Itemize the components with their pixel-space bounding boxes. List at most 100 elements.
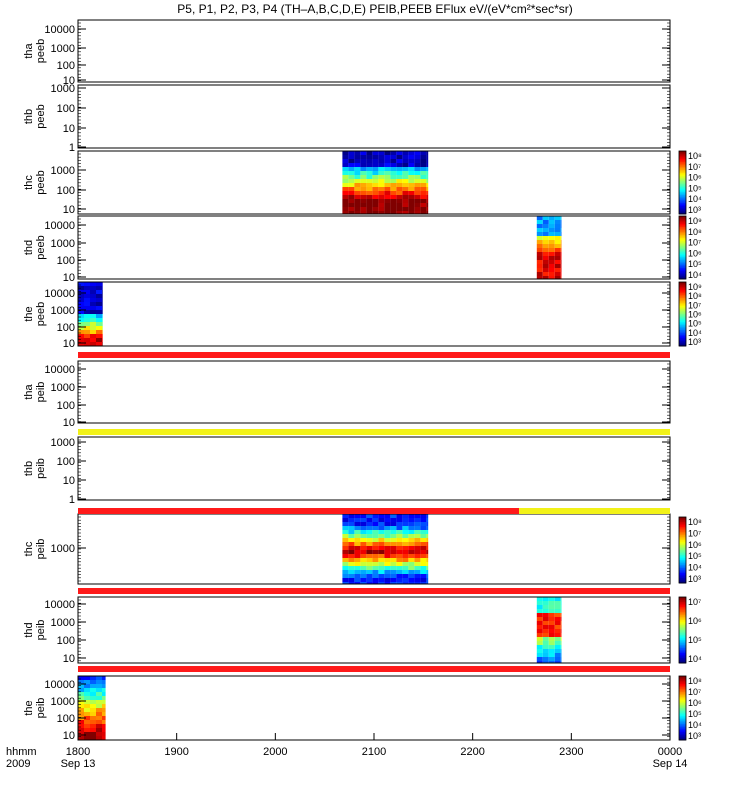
spectrogram-cell bbox=[102, 736, 106, 740]
spectrogram-cell bbox=[354, 191, 361, 195]
spectrogram-cell bbox=[84, 728, 90, 732]
spectrogram-cell bbox=[536, 637, 543, 641]
spectrogram-cell bbox=[420, 522, 427, 526]
colorbar-swatch bbox=[679, 628, 686, 631]
spectrogram-cell bbox=[342, 159, 349, 163]
spectrogram-cell bbox=[384, 558, 391, 562]
spectrogram-cell bbox=[402, 578, 409, 582]
spectrogram-cell bbox=[548, 252, 555, 256]
spectrogram-cell bbox=[102, 732, 106, 736]
spectrogram-cell bbox=[378, 163, 385, 167]
y-tick-label: 100 bbox=[57, 400, 75, 412]
colorbar-swatch bbox=[679, 266, 686, 269]
spectrogram-cell bbox=[542, 248, 549, 252]
spectrogram-cell bbox=[414, 514, 421, 518]
spectrogram-cell bbox=[402, 522, 409, 526]
colorbar-swatch bbox=[679, 260, 686, 263]
spectrogram-cell bbox=[560, 613, 562, 617]
spectrogram-cell bbox=[342, 191, 349, 195]
spectrogram-cell bbox=[78, 692, 84, 696]
spectrogram-cell bbox=[408, 522, 415, 526]
spectrogram-cell bbox=[360, 518, 367, 522]
spectrogram-cell bbox=[560, 653, 562, 657]
colorbar-swatch bbox=[679, 238, 686, 241]
colorbar-swatch bbox=[679, 302, 686, 305]
y-tick-label: 10 bbox=[63, 475, 75, 487]
colorbar-swatch bbox=[679, 244, 686, 247]
spectrogram-cell bbox=[542, 240, 549, 244]
colorbar-tick-label: 10⁹ bbox=[688, 282, 702, 292]
spectrogram-cell bbox=[372, 578, 379, 582]
spectrogram-cell bbox=[84, 712, 90, 716]
y-tick-label: 100 bbox=[57, 456, 75, 468]
spectrogram-cell bbox=[396, 554, 403, 558]
spectrogram-cell bbox=[402, 570, 409, 574]
colorbar-swatch bbox=[679, 299, 686, 302]
spectrogram-cell bbox=[390, 155, 397, 159]
spectrogram-cell bbox=[554, 653, 561, 657]
spectrogram-cell bbox=[408, 542, 415, 546]
spectrogram-cell bbox=[548, 637, 555, 641]
spectrogram-cell bbox=[408, 546, 415, 550]
spectrogram-cell bbox=[396, 530, 403, 534]
spectrogram-cell bbox=[348, 159, 355, 163]
colorbar-tick-label: 10⁴ bbox=[688, 654, 702, 664]
spectrogram-cell bbox=[408, 171, 415, 175]
spectrogram-cell bbox=[420, 151, 427, 155]
colorbar-swatch bbox=[679, 704, 686, 707]
spectrogram-cell bbox=[402, 163, 409, 167]
spectrogram-cell bbox=[536, 220, 543, 224]
colorbar-swatch bbox=[679, 168, 686, 171]
colorbar-swatch bbox=[679, 166, 686, 169]
spectrogram-cell bbox=[354, 530, 361, 534]
spectrogram-cell bbox=[542, 272, 549, 276]
spectrogram-cell bbox=[420, 526, 427, 530]
spectrogram-cell bbox=[384, 542, 391, 546]
spectrogram-cell bbox=[536, 621, 543, 625]
spectrogram-cell bbox=[372, 518, 379, 522]
colorbar-swatch bbox=[679, 209, 686, 212]
spectrogram-cell bbox=[378, 183, 385, 187]
spectrogram-cell bbox=[360, 570, 367, 574]
spectrogram-cell bbox=[342, 179, 349, 183]
spectrogram-cell bbox=[102, 326, 103, 330]
spectrogram-cell bbox=[90, 704, 96, 708]
spectrogram-cell bbox=[402, 534, 409, 538]
colorbar-swatch bbox=[679, 283, 686, 286]
spectrogram-cell bbox=[548, 224, 555, 228]
spectrogram-cell bbox=[396, 171, 403, 175]
panel-thbPeib: 1000 100 10 1 thb peib bbox=[23, 436, 671, 506]
spectrogram-cell bbox=[548, 260, 555, 264]
spectrogram-cell bbox=[396, 207, 403, 211]
spectrogram-cell bbox=[90, 302, 96, 306]
colorbar-swatch bbox=[679, 286, 686, 289]
spectrogram-cell bbox=[96, 708, 102, 712]
spectrogram-cell bbox=[420, 514, 427, 518]
spectrogram-cell bbox=[548, 220, 555, 224]
colorbar-tick-label: 10⁵ bbox=[688, 635, 702, 645]
colorbar-swatch bbox=[679, 553, 686, 556]
spectrogram-cell bbox=[342, 207, 349, 211]
colorbar-swatch bbox=[679, 334, 686, 337]
spectrogram-cell bbox=[96, 298, 102, 302]
spectrogram-cell bbox=[420, 155, 427, 159]
colorbar-swatch bbox=[679, 193, 686, 196]
spectrogram-cell bbox=[536, 629, 543, 633]
spectrogram-cell bbox=[354, 562, 361, 566]
spectrogram-cell bbox=[360, 522, 367, 526]
colorbar-swatch bbox=[679, 269, 686, 272]
y-axis-label: thc bbox=[23, 541, 35, 556]
y-tick-label: 1000 bbox=[51, 617, 75, 629]
colorbar-swatch bbox=[679, 204, 686, 207]
colorbar-swatch bbox=[679, 631, 686, 634]
colorbar-swatch bbox=[679, 651, 686, 654]
spectrogram-cell bbox=[426, 530, 429, 534]
spectrogram-cell bbox=[78, 294, 84, 298]
spectrogram-cell bbox=[78, 290, 84, 294]
spectrogram-cell bbox=[390, 159, 397, 163]
spectrogram-cell bbox=[560, 633, 562, 637]
spectrogram-cell bbox=[426, 546, 429, 550]
colorbar-swatch bbox=[679, 696, 686, 699]
spectrogram-cell bbox=[536, 232, 543, 236]
spectrogram-cell bbox=[548, 661, 555, 663]
